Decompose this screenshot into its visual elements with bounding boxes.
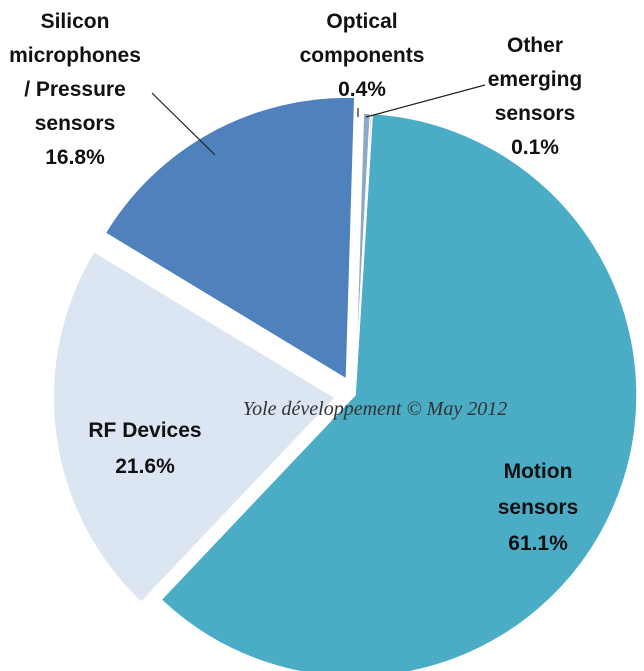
slice-labels: Motion sensors 61.1% RF Devices 21.6% Silicon… <box>9 10 582 555</box>
label-motion-sensors-value: 61.1% <box>508 532 568 555</box>
pie-slices <box>52 96 638 671</box>
label-optical-components: Optical components 0.4% <box>300 10 425 101</box>
label-silicon-microphones-value: 16.8% <box>45 146 105 169</box>
label-silicon-microphones-line: Silicon <box>41 10 110 33</box>
watermark: Yole développement © May 2012 <box>243 398 507 420</box>
label-optical-components-value: 0.4% <box>338 78 386 101</box>
label-motion-sensors-line: Motion <box>504 460 573 483</box>
label-motion-sensors-line: sensors <box>498 496 579 519</box>
label-optical-components-line: components <box>300 44 425 67</box>
slice-motion-sensors <box>159 112 638 671</box>
label-silicon-microphones-line: / Pressure <box>24 78 126 101</box>
label-other-emerging-sensors-line: Other <box>507 34 563 57</box>
leader-lines <box>151 84 486 156</box>
slice-rf-devices <box>52 250 337 604</box>
label-rf-devices: RF Devices 21.6% <box>88 419 201 478</box>
label-optical-components-line: Optical <box>326 10 397 33</box>
label-other-emerging-sensors-line: emerging <box>488 68 583 91</box>
label-rf-devices-value: 21.6% <box>115 455 175 478</box>
slice-other-emerging-sensors <box>354 112 374 396</box>
label-silicon-microphones: Silicon microphones / Pressure sensors 16.8% <box>9 10 141 169</box>
label-other-emerging-sensors-value: 0.1% <box>511 136 559 159</box>
label-other-emerging-sensors-line: sensors <box>495 102 576 125</box>
label-other-emerging-sensors: Other emerging sensors 0.1% <box>488 34 583 159</box>
label-silicon-microphones-line: microphones <box>9 44 141 67</box>
label-rf-devices-line: RF Devices <box>88 419 201 442</box>
label-silicon-microphones-line: sensors <box>35 112 116 135</box>
label-motion-sensors: Motion sensors 61.1% <box>498 460 579 555</box>
leader-line-other <box>365 84 486 118</box>
slice-silicon-microphones <box>104 96 356 381</box>
leader-line-silicon <box>151 92 216 156</box>
